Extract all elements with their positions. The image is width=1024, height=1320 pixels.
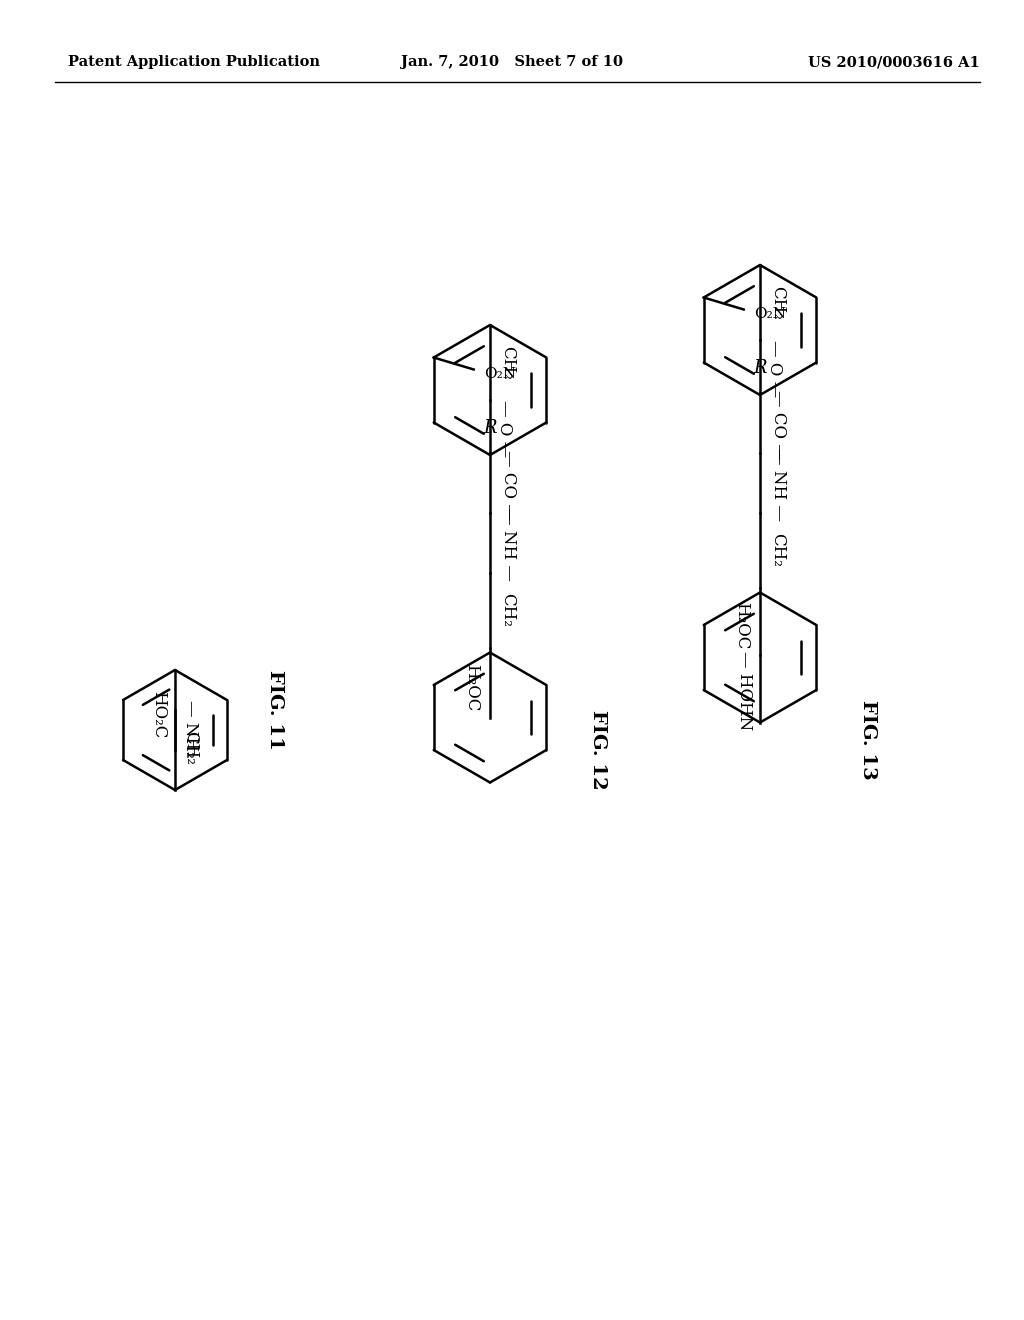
Text: O₂N: O₂N xyxy=(483,367,516,381)
Text: CH₂: CH₂ xyxy=(500,593,516,627)
Text: R: R xyxy=(754,359,767,378)
Text: Patent Application Publication: Patent Application Publication xyxy=(68,55,319,69)
Text: FIG. 13: FIG. 13 xyxy=(859,700,877,780)
Text: — CO —: — CO — xyxy=(500,450,516,520)
Text: — HOHN: — HOHN xyxy=(735,651,753,730)
Text: HO₂C: HO₂C xyxy=(151,692,168,739)
Text: — O —: — O — xyxy=(766,339,782,397)
Text: R: R xyxy=(483,418,497,437)
Text: — O —: — O — xyxy=(496,400,512,457)
Text: H₂OC: H₂OC xyxy=(464,664,480,711)
Text: Jan. 7, 2010   Sheet 7 of 10: Jan. 7, 2010 Sheet 7 of 10 xyxy=(401,55,623,69)
Text: CH₂: CH₂ xyxy=(769,285,786,319)
Text: — NH —: — NH — xyxy=(500,508,516,581)
Text: — NH₂: — NH₂ xyxy=(182,700,200,758)
Text: — NH —: — NH — xyxy=(769,447,786,521)
Text: FIG. 12: FIG. 12 xyxy=(589,710,607,789)
Text: CH₂: CH₂ xyxy=(182,731,200,764)
Text: H₂OC: H₂OC xyxy=(733,602,751,649)
Text: — CO —: — CO — xyxy=(769,389,786,459)
Text: FIG. 11: FIG. 11 xyxy=(266,671,284,750)
Text: O₂N: O₂N xyxy=(754,308,785,322)
Text: CH₂: CH₂ xyxy=(769,533,786,566)
Text: US 2010/0003616 A1: US 2010/0003616 A1 xyxy=(808,55,980,69)
Text: CH₂: CH₂ xyxy=(500,346,516,379)
